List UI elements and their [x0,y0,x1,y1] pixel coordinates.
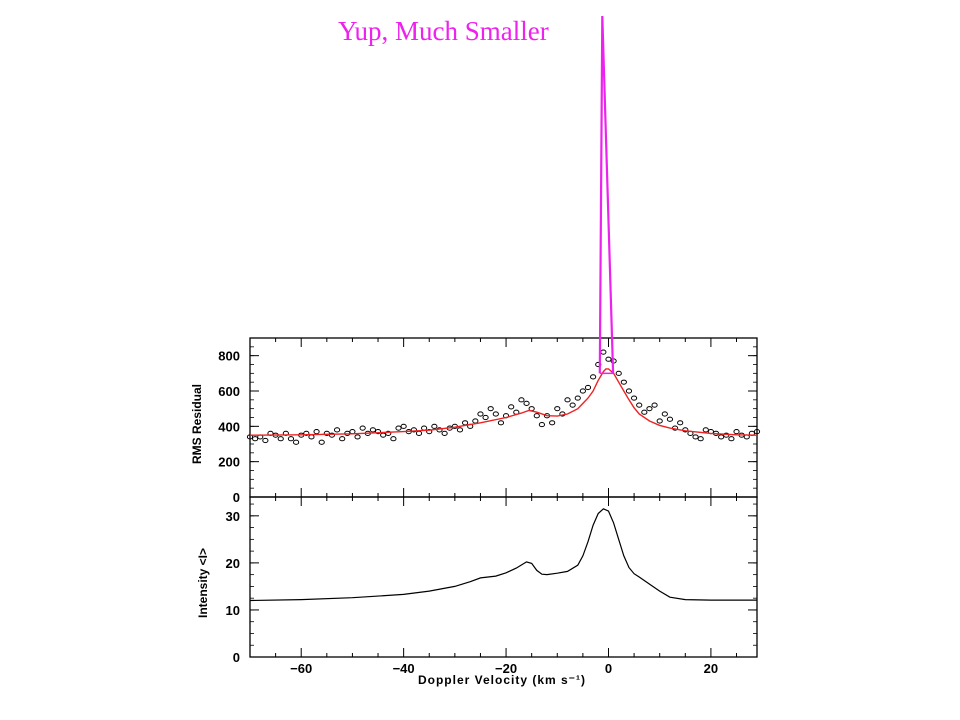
data-point [584,384,592,391]
annotation-spike [598,15,615,375]
top-ytick-label: 800 [218,349,240,364]
data-point [692,434,699,440]
data-point [415,430,423,436]
bottom-xtick-label: 20 [704,661,718,676]
data-point [252,436,259,442]
intensity-panel: 0 10 20 30 −60 −40 −20 0 20 [226,496,758,676]
data-point [380,432,387,438]
data-point [718,434,725,440]
data-point [410,427,417,433]
data-point [661,411,668,417]
data-point [677,420,684,426]
data-point [733,429,740,435]
data-point [569,402,576,408]
data-point [523,400,530,406]
data-point [497,420,505,426]
data-point [390,436,397,442]
data-point [554,406,561,412]
data-point [590,374,597,380]
data-point [533,413,540,419]
bottom-ytick-label: 10 [226,603,240,618]
data-point [564,397,571,403]
bottom-xtick-label: −40 [393,661,415,676]
data-point [753,429,761,435]
bottom-xtick-label: −20 [495,661,517,676]
data-point [538,421,546,428]
data-point [477,411,484,417]
bottom-ytick-label: 0 [233,650,240,665]
data-point [574,395,581,401]
top-ytick-label: 400 [218,419,240,434]
data-point [369,427,377,433]
annotation-title: Yup, Much Smaller [338,16,549,46]
data-point [421,425,428,431]
bottom-xtick-label: −60 [290,661,312,676]
data-point [600,349,607,355]
spike-line [598,15,615,374]
data-point [487,406,494,412]
bottom-frame [249,496,758,658]
data-point [482,414,489,421]
data-point [472,418,479,424]
data-point [400,423,407,429]
data-point [615,370,622,376]
top-ylabel: RMS Residual [190,384,204,464]
data-point [702,427,709,433]
data-point [461,420,469,426]
data-point [697,436,704,442]
data-point [641,409,648,415]
data-point [323,430,330,436]
data-point [666,416,674,422]
data-point [656,418,663,424]
bottom-xtick-label: 0 [605,661,612,676]
data-point [636,402,643,408]
data-point [374,429,382,435]
intensity-line [249,508,757,602]
data-point [456,427,464,433]
data-point [328,432,336,438]
data-point [308,434,315,440]
data-point [339,436,346,442]
data-point [508,404,515,410]
data-point [518,397,525,403]
data-point [620,379,627,385]
data-point [354,434,361,440]
data-point [333,427,341,433]
data-point [630,395,638,401]
top-ytick-label: 200 [218,455,240,470]
data-point [723,432,730,438]
data-point [277,436,284,442]
data-point [303,430,310,436]
top-ytick-label: 0 [233,490,240,505]
data-point [359,425,366,431]
data-point [262,437,269,444]
data-point [651,402,658,408]
data-point [313,429,320,435]
data-point [395,425,402,431]
rms-residual-panel: 0 200 400 600 800 [218,337,761,505]
data-point [579,388,586,394]
fit-line [249,368,758,436]
bottom-xlabel: Doppler Velocity (km s⁻¹) [418,673,586,687]
bottom-ytick-label: 30 [226,509,240,524]
data-point [605,356,612,362]
data-point [492,411,499,417]
data-point [292,439,300,445]
data-point [728,436,735,442]
data-point [646,406,653,412]
data-point [441,430,448,436]
top-ytick-label: 600 [218,384,240,399]
data-point [549,420,556,426]
bottom-ytick-label: 20 [226,556,240,571]
data-point [431,423,438,429]
data-point [625,388,633,394]
data-point [287,436,295,442]
data-point [385,430,392,436]
data-point [318,439,325,445]
bottom-ylabel: Intensity <I> [196,548,210,618]
